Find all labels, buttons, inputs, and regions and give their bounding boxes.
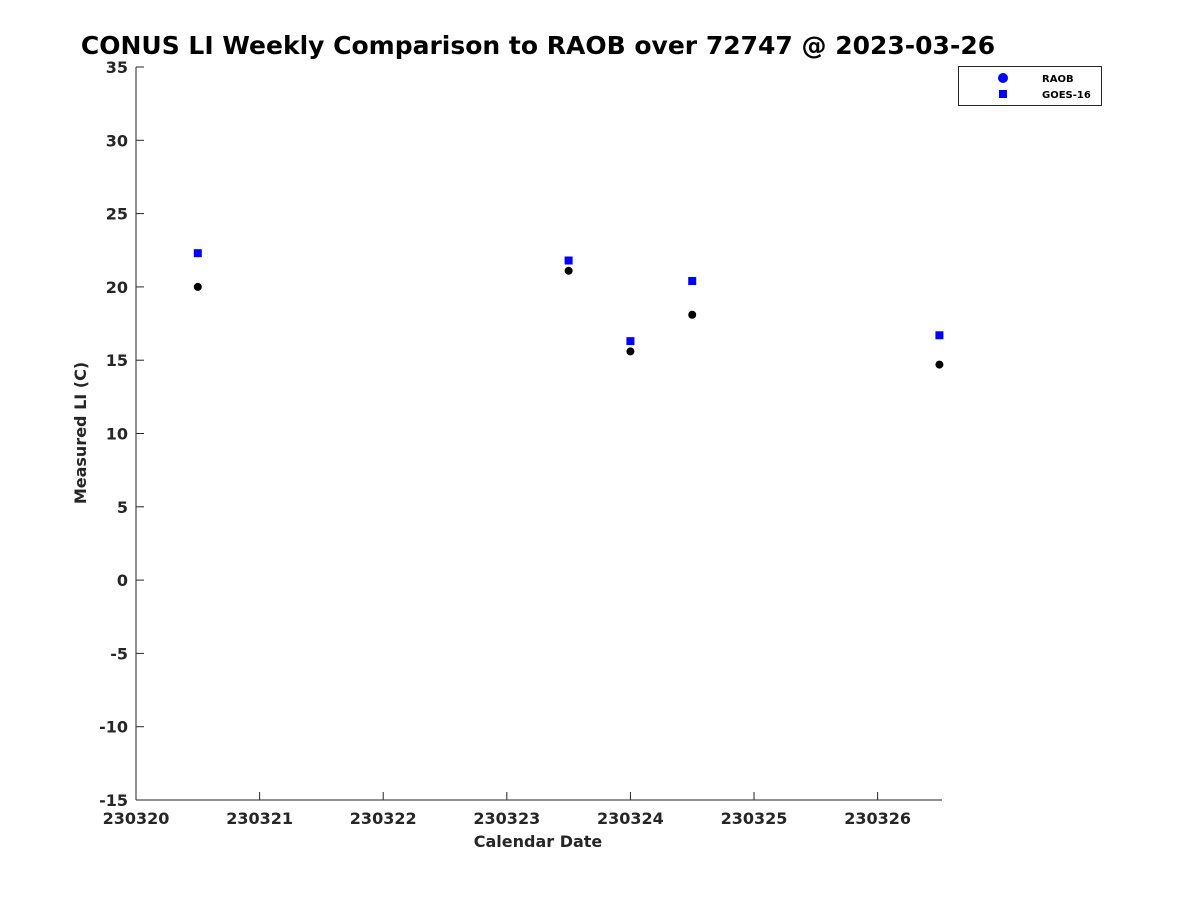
y-tick-label: 30 bbox=[106, 131, 128, 150]
x-tick-label: 230325 bbox=[721, 809, 788, 828]
legend-raob-marker bbox=[998, 73, 1008, 83]
plot-area bbox=[135, 67, 942, 801]
y-axis-ticks: -15 -10 -5 0 5 10 15 20 25 30 35 bbox=[99, 58, 144, 810]
legend-box bbox=[958, 66, 1102, 106]
y-tick-label: 5 bbox=[117, 498, 128, 517]
legend-goes-16-marker bbox=[999, 90, 1007, 98]
x-tick-label: 230323 bbox=[473, 809, 540, 828]
y-tick-label: 10 bbox=[106, 425, 128, 444]
y-tick-label: -10 bbox=[99, 718, 128, 737]
goes-16-point bbox=[564, 256, 573, 265]
y-tick-label: -15 bbox=[99, 791, 128, 810]
x-tick-label: 230326 bbox=[844, 809, 911, 828]
legend-raob-label: RAOB bbox=[1042, 74, 1074, 85]
raob-point bbox=[626, 347, 635, 356]
y-tick-label: -5 bbox=[110, 644, 128, 663]
goes-16-point bbox=[688, 277, 697, 286]
raob-point bbox=[564, 266, 573, 275]
y-tick-label: 15 bbox=[106, 351, 128, 370]
x-tick-label: 230320 bbox=[103, 809, 170, 828]
raob-point bbox=[935, 360, 944, 369]
chart-title: CONUS LI Weekly Comparison to RAOB over … bbox=[81, 31, 995, 60]
x-tick-label: 230324 bbox=[597, 809, 664, 828]
x-axis-ticks: 230320 230321 230322 230323 230324 230325 2303… bbox=[103, 792, 911, 828]
raob-point bbox=[688, 310, 697, 319]
y-tick-label: 25 bbox=[106, 205, 128, 224]
y-tick-label: 20 bbox=[106, 278, 128, 297]
goes-16-point bbox=[935, 331, 944, 340]
x-axis-label: Calendar Date bbox=[474, 832, 603, 851]
legend-goes-16-label: GOES-16 bbox=[1042, 90, 1091, 101]
y-tick-label: 35 bbox=[106, 58, 128, 77]
goes-16-point bbox=[193, 249, 202, 258]
data-points bbox=[193, 249, 944, 369]
x-tick-label: 230321 bbox=[226, 809, 293, 828]
legend: RAOB GOES-16 bbox=[958, 66, 1102, 106]
goes-16-point bbox=[626, 337, 635, 346]
x-tick-label: 230322 bbox=[350, 809, 417, 828]
y-axis-label: Measured LI (C) bbox=[71, 362, 90, 504]
y-tick-label: 0 bbox=[117, 571, 128, 590]
raob-point bbox=[193, 282, 202, 291]
